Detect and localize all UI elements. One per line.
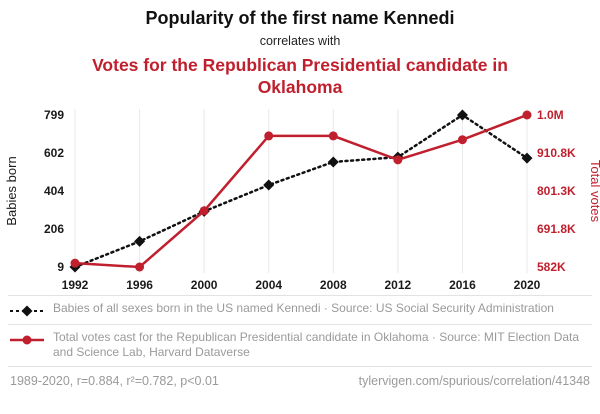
circle-data-point [70,258,80,268]
circle-data-point [328,131,338,141]
chart-area: Babies born Total votes 9 206 404 602 799 582… [0,99,600,295]
diamond-data-point [134,235,146,247]
black-diamond-dotted-marker-icon [10,305,44,317]
circle-data-point [522,110,532,120]
x-axis-tick: 2012 [385,278,412,292]
stats-text: 1989-2020, r=0.884, r²=0.782, p<0.01 [10,373,219,388]
x-axis-tick: 2004 [255,278,282,292]
y-axis-left-tick: 9 [57,260,64,274]
chart-title-secondary: Votes for the Republican Presidential ca… [92,55,508,97]
x-axis-tick: 2016 [449,278,476,292]
series-line [73,113,529,268]
chart-title: Popularity of the first name Kennedi [145,8,455,28]
legend-item-label: Total votes cast for the Republican Pres… [53,329,580,360]
x-axis-tick: 2008 [320,278,347,292]
y-axis-left-tick: 602 [44,146,64,160]
y-axis-left-label: Babies born [4,156,19,225]
circle-data-point [264,131,274,141]
y-axis-right-tick: 801.3K [537,184,576,198]
chart-subtitle: correlates with [259,34,341,48]
chart-footer: 1989-2020, r=0.884, r²=0.782, p<0.01 tyl… [8,365,592,395]
y-axis-left-tick: 206 [44,222,64,236]
x-axis-tick: 1992 [62,278,89,292]
circle-data-point [393,155,403,165]
y-axis-right-label: Total votes [588,160,600,223]
x-axis-tick: 1996 [126,278,153,292]
circle-data-point [199,206,209,216]
diamond-data-point [521,152,533,164]
line-chart: Babies born Total votes 9 206 404 602 799 582… [4,108,600,292]
circle-data-point [135,262,145,272]
circle-data-point [457,134,467,144]
legend-item-votes: Total votes cast for the Republican Pres… [8,323,592,366]
diamond-data-point [327,156,339,168]
x-axis-tick: 2000 [191,278,218,292]
diamond-data-point [456,109,468,121]
x-axis-tick: 2020 [514,278,541,292]
diamond-data-point [263,179,275,191]
legend-item-label: Babies of all sexes born in the US named… [53,300,554,315]
y-axis-left-tick: 404 [44,184,64,198]
series-line [73,113,529,269]
legend-item-babies: Babies of all sexes born in the US named… [8,294,592,324]
source-url: tylervigen.com/spurious/correlation/4134… [358,373,590,388]
y-axis-left-tick: 799 [44,108,64,122]
plot-layers: 9 206 404 602 799 582K 691.8K 801.3K 910.8K 1.0M 1… [44,108,576,292]
y-axis-right-tick: 582K [537,260,566,274]
y-axis-right-tick: 1.0M [537,108,564,122]
y-axis-right-tick: 691.8K [537,222,576,236]
red-circle-line-marker-icon [10,335,44,345]
y-axis-right-tick: 910.8K [537,146,576,160]
